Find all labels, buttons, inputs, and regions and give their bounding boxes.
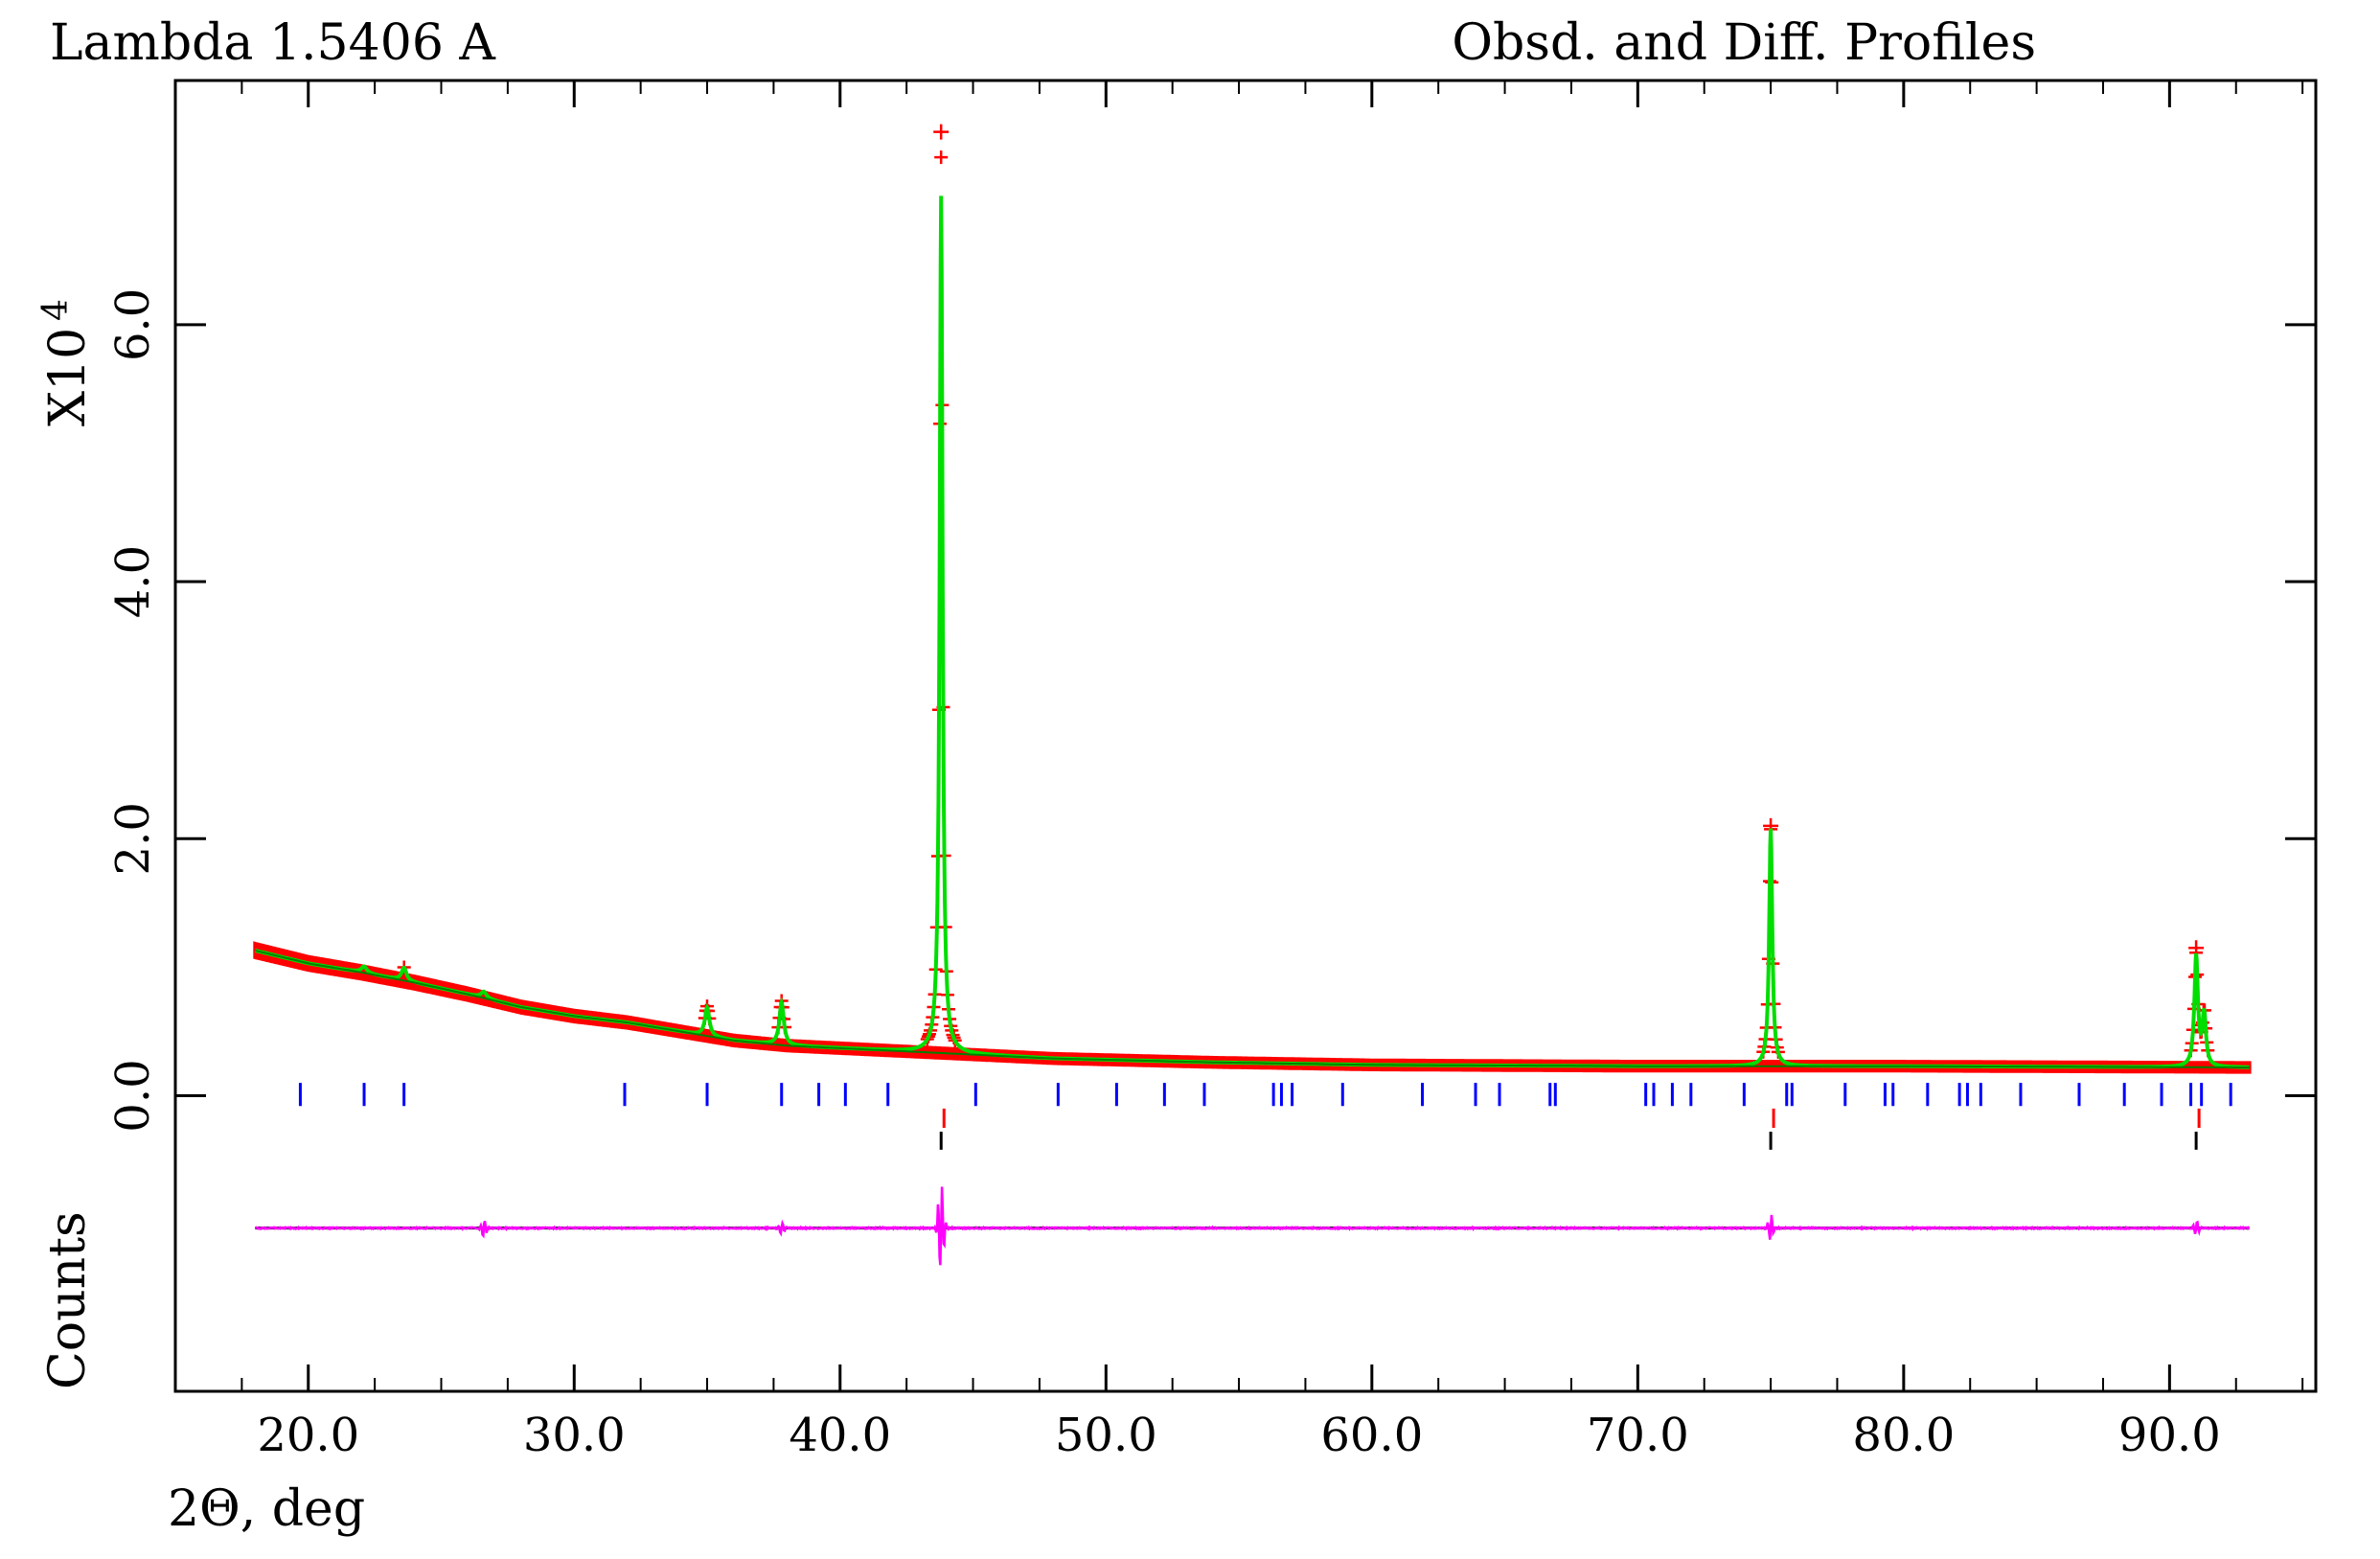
x-tick-label: 50.0 xyxy=(1055,1409,1157,1462)
background-curve xyxy=(255,950,2250,1068)
plot-area: 20.0 30.0 40.0 50.0 60.0 70.0 80.0 90.0 0.0 2.0 4.… xyxy=(106,79,2318,1462)
x-tick-label: 30.0 xyxy=(523,1409,626,1462)
x-tick-label: 90.0 xyxy=(2118,1409,2221,1462)
y-tick-label: 2.0 xyxy=(106,802,160,875)
x-axis-label: 2Θ, deg xyxy=(168,1480,365,1538)
plot-title: Obsd. and Diff. Profiles xyxy=(1452,14,2036,72)
plot-frame xyxy=(173,79,2318,1393)
y-tick-label: 0.0 xyxy=(106,1059,160,1132)
x-tick-label: 40.0 xyxy=(789,1409,891,1462)
y-multiplier-label: X10 xyxy=(39,328,97,426)
wavelength-label: Lambda 1.5406 A xyxy=(50,14,496,72)
y-tick-label: 4.0 xyxy=(106,545,160,618)
x-tick-label: 20.0 xyxy=(257,1409,359,1462)
x-tick-label: 60.0 xyxy=(1320,1409,1423,1462)
x-tick-label: 80.0 xyxy=(1852,1409,1955,1462)
y-axis-label-group: X10 4 Counts xyxy=(36,299,97,1389)
y-multiplier-exponent: 4 xyxy=(36,299,76,321)
difference-curve xyxy=(255,1186,2251,1266)
y-tick-label: 6.0 xyxy=(106,288,160,361)
y-axis-label: Counts xyxy=(39,1211,97,1389)
x-tick-label: 70.0 xyxy=(1587,1409,1689,1462)
